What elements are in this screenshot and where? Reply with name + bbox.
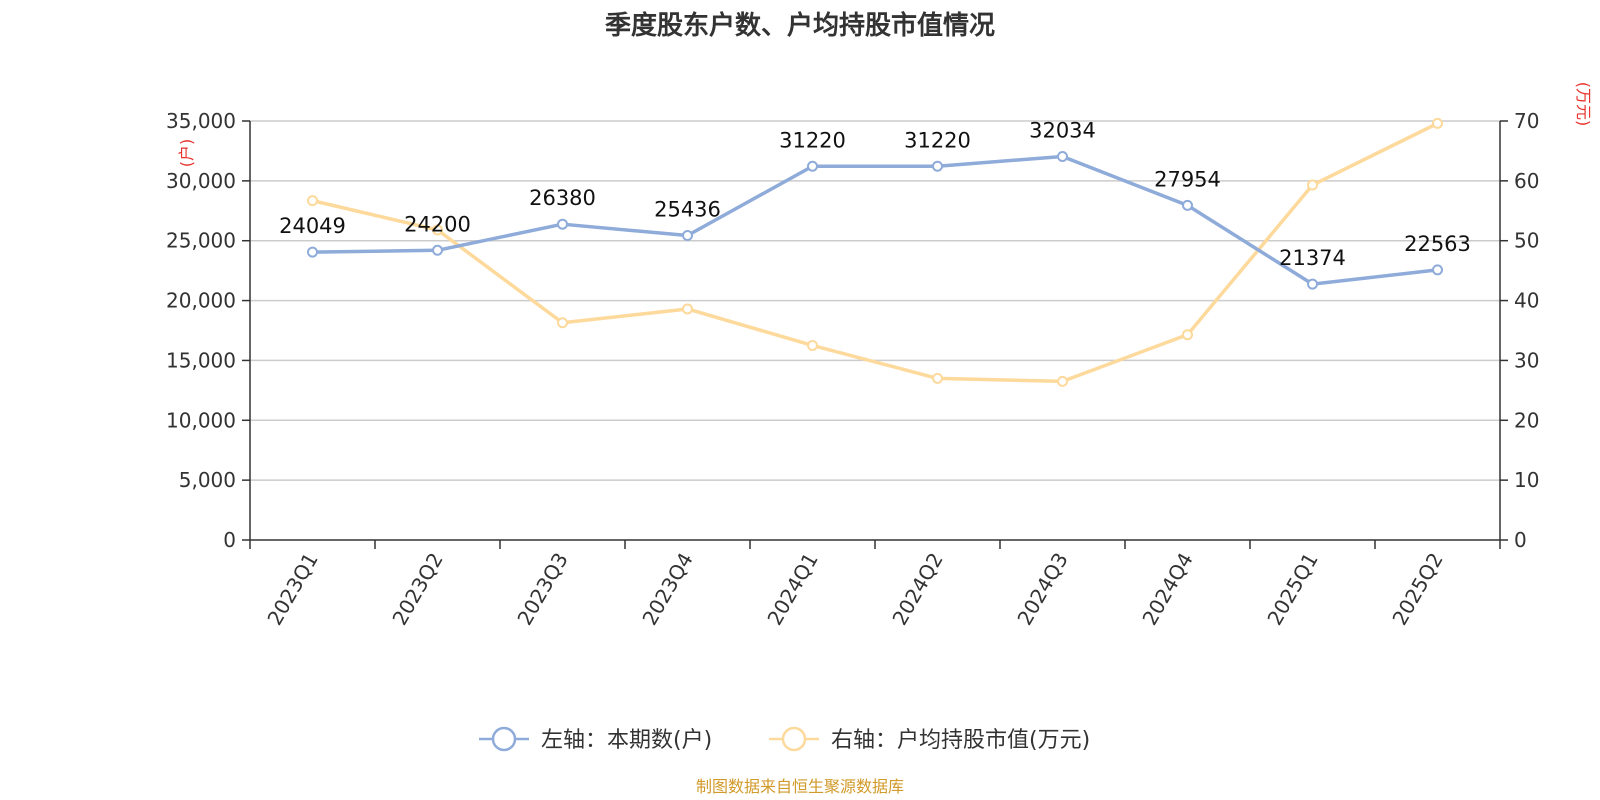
legend-marker <box>491 726 517 752</box>
data-point <box>1182 199 1193 211</box>
left-tick-label: 5,000 <box>179 468 236 492</box>
axes: 0 0 5,000 10 10,000 20 15,000 30 20,000 40 25,000 5… <box>166 109 1539 629</box>
series-line-avg-value <box>312 121 1439 384</box>
x-tick-label: 2024Q2 <box>887 549 947 630</box>
right-tick-label: 10 <box>1514 468 1539 492</box>
right-axis-unit: (万元) <box>1574 82 1593 127</box>
right-tick-label: 70 <box>1514 109 1539 133</box>
data-label: 21374 <box>1279 246 1346 270</box>
data-label: 22563 <box>1404 232 1471 256</box>
left-tick-label: 25,000 <box>166 229 236 253</box>
left-tick-label: 15,000 <box>166 348 236 372</box>
data-point <box>557 218 568 230</box>
data-point <box>1432 264 1443 276</box>
data-point <box>1182 329 1193 341</box>
left-tick-label: 35,000 <box>166 109 236 133</box>
data-labels: 24049 24200 26380 25436 31220 31220 32034 27954… <box>279 119 1471 271</box>
data-point <box>932 160 943 172</box>
data-label: 31220 <box>779 128 846 152</box>
x-tick-label: 2024Q3 <box>1012 549 1072 630</box>
legend: 左轴：本期数(户) 右轴：户均持股市值(万元) <box>479 726 1090 753</box>
legend-item: 左轴：本期数(户) <box>479 726 712 753</box>
left-axis-unit: (户) <box>177 139 196 168</box>
data-point <box>807 160 818 172</box>
right-tick-label: 40 <box>1514 289 1539 313</box>
x-tick-label: 2025Q2 <box>1387 549 1447 630</box>
data-label: 31220 <box>904 128 971 152</box>
data-point <box>432 224 443 236</box>
data-point <box>682 229 693 241</box>
data-label: 26380 <box>529 186 596 210</box>
data-point <box>1057 375 1068 387</box>
right-tick-label: 30 <box>1514 348 1539 372</box>
data-label: 25436 <box>654 197 721 221</box>
left-tick-label: 30,000 <box>166 169 236 193</box>
legend-marker <box>781 726 807 752</box>
data-point <box>1057 151 1068 163</box>
left-tick-label: 0 <box>223 528 236 552</box>
legend-label: 右轴：户均持股市值(万元) <box>831 728 1090 753</box>
data-point <box>1307 278 1318 290</box>
data-point <box>1307 179 1318 191</box>
data-point <box>932 372 943 384</box>
data-point <box>307 195 318 207</box>
data-point <box>557 317 568 329</box>
data-label: 24200 <box>404 212 471 236</box>
right-tick-label: 0 <box>1514 528 1527 552</box>
data-point <box>807 339 818 351</box>
left-tick-label: 20,000 <box>166 289 236 313</box>
data-label: 24049 <box>279 214 346 238</box>
left-tick-label: 10,000 <box>166 408 236 432</box>
data-label: 32034 <box>1029 119 1096 143</box>
legend-label: 左轴：本期数(户) <box>541 728 712 753</box>
right-tick-label: 60 <box>1514 169 1539 193</box>
x-tick-label: 2023Q3 <box>512 549 572 630</box>
chart-title: 季度股东户数、户均持股市值情况 <box>605 10 995 41</box>
data-point <box>307 246 318 258</box>
legend-item: 右轴：户均持股市值(万元) <box>769 726 1090 753</box>
right-tick-label: 20 <box>1514 408 1539 432</box>
x-tick-label: 2024Q4 <box>1137 549 1197 630</box>
gridlines <box>250 120 1500 481</box>
series-line-holders <box>312 154 1438 286</box>
data-point <box>682 303 693 315</box>
x-tick-label: 2023Q4 <box>637 549 697 630</box>
x-tick-label: 2023Q2 <box>387 549 447 630</box>
series-layer <box>307 117 1443 387</box>
right-tick-label: 50 <box>1514 229 1539 253</box>
x-tick-label: 2023Q1 <box>262 549 322 630</box>
x-tick-label: 2025Q1 <box>1262 549 1322 630</box>
source-note: 制图数据来自恒生聚源数据库 <box>696 777 904 796</box>
data-point <box>1432 117 1443 129</box>
x-tick-label: 2024Q1 <box>762 549 822 630</box>
data-point <box>432 244 443 256</box>
data-label: 27954 <box>1154 167 1221 191</box>
